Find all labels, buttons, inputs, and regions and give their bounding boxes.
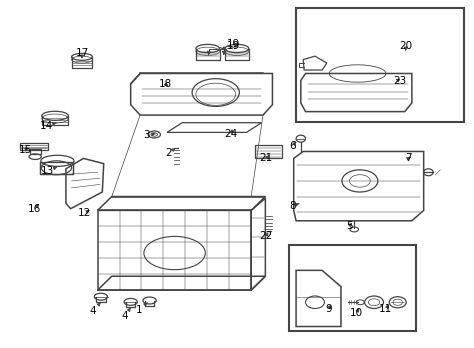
Text: 5: 5 bbox=[346, 221, 352, 231]
Text: 11: 11 bbox=[379, 304, 392, 314]
Text: 19: 19 bbox=[221, 41, 240, 51]
Text: 24: 24 bbox=[225, 129, 238, 139]
Text: 4: 4 bbox=[90, 302, 101, 316]
Text: 1: 1 bbox=[136, 302, 147, 315]
Text: 19: 19 bbox=[219, 39, 240, 49]
Text: 4: 4 bbox=[122, 308, 130, 321]
Polygon shape bbox=[167, 123, 262, 132]
Text: 20: 20 bbox=[399, 41, 412, 52]
Text: 8: 8 bbox=[290, 201, 299, 211]
Text: 12: 12 bbox=[78, 208, 91, 218]
Text: 21: 21 bbox=[260, 153, 273, 164]
Text: 2: 2 bbox=[165, 148, 175, 158]
Text: 15: 15 bbox=[18, 145, 32, 155]
Text: 23: 23 bbox=[393, 76, 407, 86]
Text: 7: 7 bbox=[405, 153, 411, 164]
Text: 10: 10 bbox=[349, 308, 363, 318]
Text: 6: 6 bbox=[290, 141, 296, 151]
Text: 18: 18 bbox=[158, 79, 172, 89]
Text: 22: 22 bbox=[260, 231, 273, 242]
Text: 9: 9 bbox=[325, 304, 331, 314]
Text: 13: 13 bbox=[40, 166, 57, 175]
Bar bbox=[296, 8, 464, 122]
Text: 17: 17 bbox=[75, 48, 89, 58]
Bar bbox=[289, 245, 416, 331]
Text: 16: 16 bbox=[28, 204, 41, 214]
Text: 14: 14 bbox=[40, 121, 56, 131]
Text: 3: 3 bbox=[143, 130, 155, 140]
